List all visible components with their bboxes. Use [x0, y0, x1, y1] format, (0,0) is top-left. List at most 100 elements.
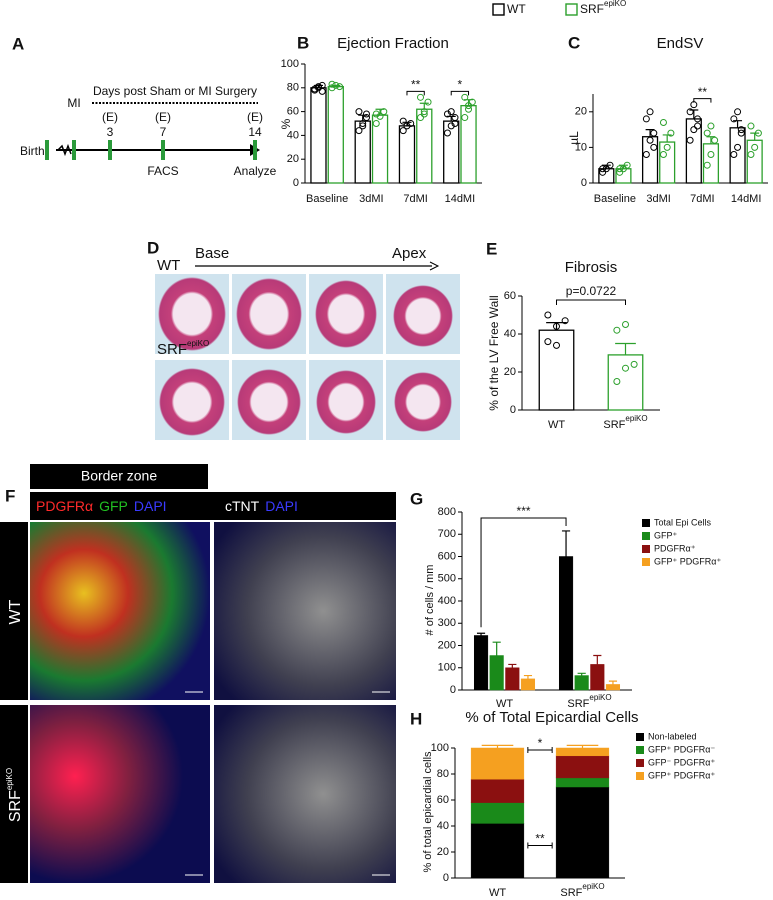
x-tick-label-text: WT — [489, 887, 506, 899]
significance-label: ** — [411, 77, 421, 91]
data-point — [336, 83, 344, 91]
time-mark — [72, 140, 76, 160]
y-axis-label: µL — [567, 131, 581, 145]
bar — [574, 675, 589, 691]
y-tick-label: 0 — [443, 872, 449, 884]
bar — [460, 105, 477, 184]
legend-swatch — [636, 733, 644, 741]
data-point — [465, 105, 473, 113]
heart-section — [158, 277, 226, 351]
error-bar — [593, 654, 602, 665]
y-axis-label: # of cells / mm — [424, 565, 436, 636]
y-tick-label: 60 — [437, 794, 449, 806]
x-tick-label: Baseline — [306, 193, 348, 205]
bar — [590, 664, 605, 691]
sections-wt — [155, 274, 460, 354]
x-tick-label: 14dMI — [445, 193, 476, 205]
data-point — [694, 122, 702, 130]
significance-label: * — [458, 77, 463, 91]
error-bar — [508, 663, 517, 668]
row-label: WT — [7, 599, 24, 624]
data-point — [737, 129, 745, 137]
birth-label: Birth — [20, 144, 45, 158]
data-point — [690, 126, 698, 134]
y-tick-label: 400 — [438, 595, 456, 607]
data-point — [613, 378, 621, 385]
data-point — [616, 165, 624, 173]
bar — [371, 114, 389, 184]
panel-a: A Days post Sham or MI Surgery Birth MI … — [12, 34, 277, 178]
x-tick-label-text: WT — [496, 698, 513, 710]
heart-section — [315, 280, 377, 348]
legend-label: GFP⁺ — [654, 530, 678, 540]
significance-bracket — [693, 98, 712, 103]
legend-swatch — [642, 558, 650, 566]
panel-d: D WT Base Apex SRFepiKO — [147, 238, 460, 440]
significance-label: ** — [535, 832, 545, 846]
heart-section — [159, 368, 225, 436]
data-point — [613, 326, 621, 334]
data-point — [734, 143, 742, 151]
error-bar — [577, 672, 586, 676]
apex-label: Apex — [392, 245, 427, 262]
mi-label: MI — [67, 96, 80, 110]
data-point — [311, 85, 319, 93]
significance-bracket — [527, 747, 553, 753]
data-point — [553, 322, 560, 330]
base-label: Base — [195, 245, 229, 262]
data-point — [447, 108, 455, 116]
legend-swatch — [492, 3, 505, 16]
y-tick-label: 10 — [575, 141, 587, 153]
bar — [310, 87, 327, 184]
stain-label: PDGFRα — [36, 498, 93, 514]
data-point — [417, 93, 425, 101]
heart-section — [237, 369, 301, 435]
data-point — [372, 110, 380, 118]
data-point — [616, 168, 624, 176]
legend-label-text: SRF — [580, 2, 604, 16]
bar — [605, 684, 621, 691]
legend-label-text: WT — [507, 2, 526, 16]
micrograph — [214, 522, 396, 700]
error-bar — [608, 680, 618, 685]
data-point — [659, 118, 667, 126]
significance-bracket — [406, 90, 425, 96]
data-point — [703, 161, 711, 169]
p-value: p=0.0722 — [566, 284, 617, 298]
row-label: SRFepiKO — [5, 768, 24, 822]
legend-swatch — [636, 759, 644, 767]
bar — [470, 747, 525, 780]
stain-label: cTNT — [225, 498, 260, 514]
legend-swatch — [636, 746, 644, 754]
x-tick-label: 3dMI — [646, 193, 670, 205]
row-bar — [0, 522, 28, 700]
data-point — [623, 161, 631, 169]
bar — [555, 777, 610, 788]
error-bar — [561, 530, 571, 557]
data-point — [376, 112, 384, 120]
x-tick-label: SRFepiKO — [603, 414, 647, 431]
heart-section — [316, 370, 376, 434]
bar — [327, 85, 344, 184]
data-point — [372, 120, 380, 127]
x-tick-label: 7dMI — [403, 193, 427, 205]
y-axis-label: % — [279, 118, 293, 129]
data-point — [420, 110, 428, 118]
data-point — [734, 108, 742, 116]
y-tick-label: 80 — [287, 82, 299, 94]
error-bar — [733, 120, 743, 128]
bar — [659, 141, 676, 184]
y-tick-label: 40 — [437, 820, 449, 832]
data-point — [468, 98, 476, 106]
panel-f: F Border zone PDGFRα GFP DAPI cTNT DAPI WT … — [0, 464, 396, 883]
data-point — [362, 114, 370, 122]
bar — [354, 120, 371, 184]
legend-label: SRFepiKO — [580, 0, 626, 16]
y-tick-label: 20 — [287, 153, 299, 165]
error-bar — [689, 109, 699, 119]
x-tick-label-sup: epiKO — [582, 882, 604, 891]
data-point — [754, 129, 762, 137]
error-bar — [476, 632, 486, 636]
y-tick-label: 40 — [287, 129, 299, 141]
